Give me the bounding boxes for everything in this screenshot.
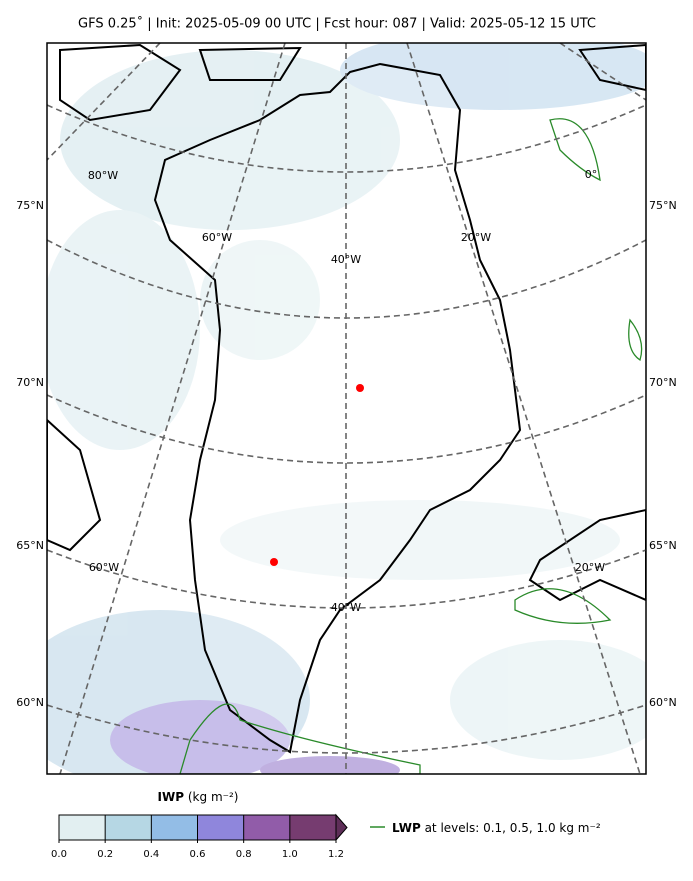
lwp-contours [179, 118, 643, 774]
colorbar-tick-label: 0.2 [97, 849, 113, 860]
colorbar-segment [59, 815, 106, 840]
colorbar-tick-label: 0.4 [143, 849, 159, 860]
colorbar-tick-label: 0.0 [51, 849, 67, 860]
colorbar-tick-label: 1.2 [328, 849, 344, 860]
title: GFS 0.25˚ | Init: 2025-05-09 00 UTC | Fc… [78, 16, 596, 32]
lon-label: 20°W [575, 561, 605, 574]
coastline [47, 43, 646, 602]
lon-label: 20°W [461, 231, 491, 244]
colorbar-label: IWP (kg m⁻²) [158, 790, 239, 804]
colorbar-segment [197, 815, 244, 840]
colorbar-tick-label: 0.8 [236, 849, 252, 860]
lat-label: 65°N [16, 539, 44, 552]
colorbar-extend [335, 813, 348, 842]
lon-label: 60°W [202, 231, 232, 244]
map-frame [46, 42, 647, 775]
colorbar-segment [243, 815, 290, 840]
lat-label: 75°N [649, 199, 677, 212]
lat-label: 70°N [16, 376, 44, 389]
lon-label: 40°W [331, 601, 361, 614]
lat-label: 70°N [649, 376, 677, 389]
lat-label: 60°N [649, 696, 677, 709]
lat-label: 60°N [16, 696, 44, 709]
lon-label: 60°W [89, 561, 119, 574]
colorbar-segment [105, 815, 152, 840]
lon-label: 0° [585, 168, 598, 181]
map [47, 43, 646, 774]
colorbar-tick-label: 0.6 [190, 849, 206, 860]
lat-label: 75°N [16, 199, 44, 212]
greenland-coast [153, 62, 522, 754]
lon-label: 40°W [331, 253, 361, 266]
iwp-field [47, 43, 646, 774]
colorbar-segment [151, 815, 198, 840]
lon-label: 80°W [88, 169, 118, 182]
colorbar-segment [289, 815, 336, 840]
legend-label: LWP at levels: 0.1, 0.5, 1.0 kg m⁻² [392, 821, 601, 835]
labels: 75°N 75°N 70°N 70°N 65°N 65°N 60°N 60°N 80°W 60°W… [16, 168, 676, 709]
colorbar-tick-label: 1.0 [282, 849, 298, 860]
lat-label: 65°N [649, 539, 677, 552]
colorbar: 0.0 0.2 0.4 0.6 0.8 1.0 1.2 [51, 813, 348, 860]
